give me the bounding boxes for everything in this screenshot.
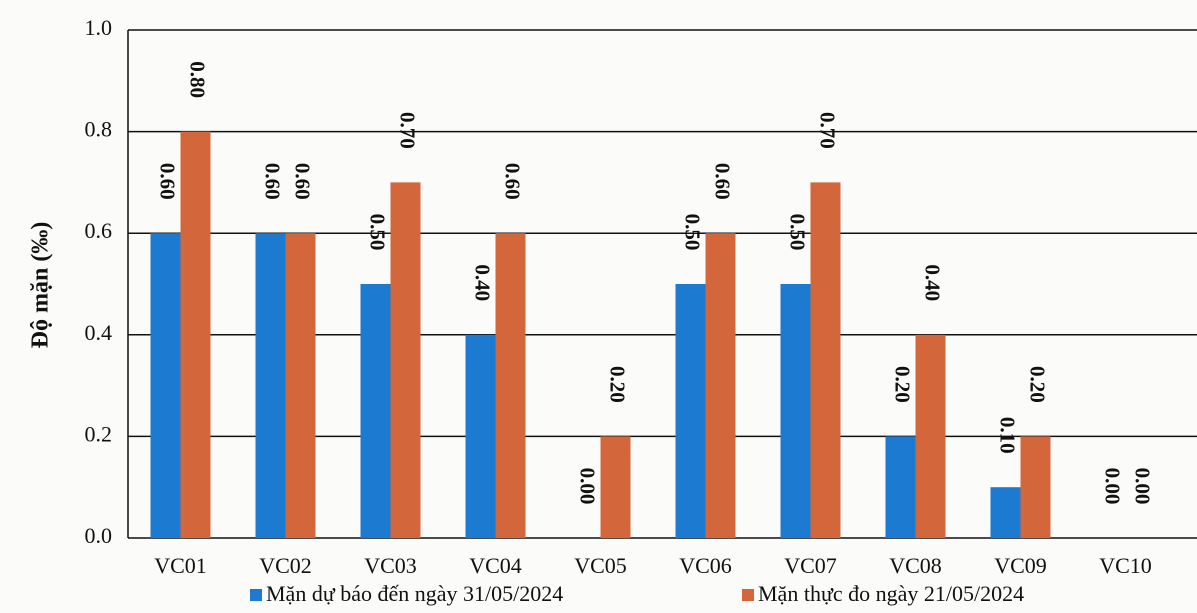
x-tick-label: VC05 [574,553,627,578]
value-label: 0.20 [891,366,915,403]
value-label: 0.70 [816,112,840,149]
value-label: 0.50 [786,214,810,251]
bar [675,284,706,538]
bar [780,284,811,538]
value-label: 0.50 [366,214,390,251]
bar [495,233,526,538]
bar [990,487,1021,538]
x-tick-label: VC08 [889,553,942,578]
bar [465,334,496,538]
value-label: 0.60 [711,163,735,200]
x-tick-label: VC04 [469,553,522,578]
value-label: 0.60 [501,163,525,200]
x-tick-label: VC03 [364,553,417,578]
value-label: 0.60 [261,163,285,200]
bar [600,436,631,538]
x-tick-label: VC07 [784,553,837,578]
bar [180,131,211,538]
x-tick-label: VC10 [1099,553,1152,578]
x-tick-label: VC06 [679,553,732,578]
y-tick-label: 1.0 [85,15,113,40]
x-tick-label: VC02 [259,553,312,578]
value-label: 0.80 [186,61,210,98]
y-tick-label: 0.8 [85,117,113,142]
value-label: 0.20 [1026,366,1050,403]
value-label: 0.10 [996,417,1020,454]
x-tick-label: VC09 [994,553,1047,578]
value-label: 0.60 [156,163,180,200]
value-label: 0.00 [1131,468,1155,505]
y-tick-label: 0.4 [85,320,113,345]
y-axis-label: Độ mặn (‰) [28,222,54,349]
legend-label: Mặn thực đo ngày 21/05/2024 [758,581,1024,606]
legend-swatch [250,589,262,601]
y-tick-label: 0.0 [85,523,113,548]
bar [150,233,181,538]
bar [810,182,841,538]
value-label: 0.20 [606,366,630,403]
bar [915,334,946,538]
y-tick-label: 0.6 [85,218,113,243]
legend-swatch [742,589,754,601]
value-label: 0.00 [576,468,600,505]
bar [255,233,286,538]
bar [390,182,421,538]
value-label: 0.40 [921,264,945,301]
y-tick-label: 0.2 [85,421,113,446]
value-label: 0.00 [1101,468,1125,505]
bar [285,233,316,538]
bar [705,233,736,538]
value-label: 0.60 [291,163,315,200]
bar [1020,436,1051,538]
legend-label: Mặn dự báo đến ngày 31/05/2024 [266,581,563,606]
bar [885,436,916,538]
value-label: 0.50 [681,214,705,251]
value-label: 0.40 [471,264,495,301]
x-tick-label: VC01 [154,553,207,578]
bar [360,284,391,538]
value-label: 0.70 [396,112,420,149]
